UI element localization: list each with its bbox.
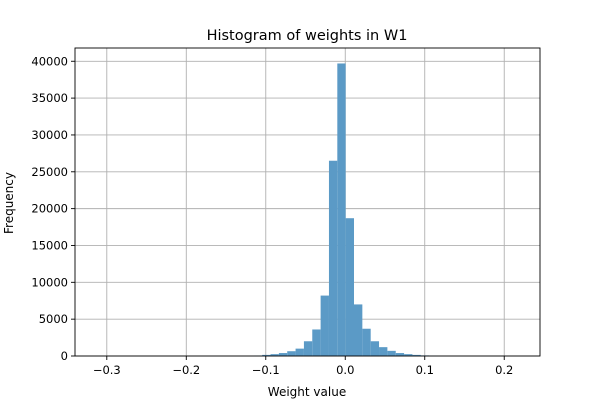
histogram-bar bbox=[262, 354, 271, 356]
y-tick-label: 20000 bbox=[31, 202, 68, 216]
histogram-bar bbox=[354, 304, 363, 356]
histogram-bars bbox=[253, 63, 438, 356]
y-tick-label: 15000 bbox=[31, 238, 68, 252]
x-axis-label: Weight value bbox=[268, 385, 346, 399]
x-tick-label: −0.2 bbox=[172, 363, 200, 377]
histogram-bar bbox=[295, 348, 304, 356]
x-tick-label: 0.2 bbox=[495, 363, 513, 377]
x-tick-label: 0.1 bbox=[416, 363, 434, 377]
histogram-bar bbox=[370, 341, 380, 356]
histogram-bar bbox=[404, 354, 413, 356]
y-tick-label: 0 bbox=[61, 349, 68, 363]
grid-lines bbox=[75, 48, 540, 357]
x-axis-ticks: −0.3 −0.2 −0.1 0.0 0.1 0.2 bbox=[93, 356, 513, 377]
y-tick-label: 35000 bbox=[31, 91, 68, 105]
y-axis-ticks: 0 5000 10000 15000 20000 25000 30000 35000 40000 bbox=[31, 54, 75, 363]
histogram-bar bbox=[270, 354, 279, 356]
y-axis-label: Frequency bbox=[2, 172, 16, 234]
histogram-bar bbox=[303, 341, 313, 356]
x-tick-label: 0.0 bbox=[336, 363, 354, 377]
histogram-bar bbox=[387, 350, 396, 356]
histogram-bar bbox=[320, 295, 329, 356]
histogram-bar bbox=[395, 353, 405, 356]
y-tick-label: 10000 bbox=[31, 275, 68, 289]
y-tick-label: 30000 bbox=[31, 128, 68, 142]
histogram-bar bbox=[379, 347, 388, 356]
histogram-bar bbox=[337, 63, 346, 356]
chart-title: Histogram of weights in W1 bbox=[207, 28, 408, 44]
y-tick-label: 40000 bbox=[31, 54, 68, 68]
x-tick-label: −0.3 bbox=[93, 363, 121, 377]
histogram-bar bbox=[328, 160, 338, 356]
histogram-bar bbox=[345, 218, 354, 356]
histogram-bar bbox=[278, 353, 288, 356]
histogram-bar bbox=[362, 328, 371, 356]
histogram-bar bbox=[312, 329, 321, 356]
histogram-bar bbox=[287, 351, 296, 356]
histogram-bar bbox=[412, 354, 421, 356]
y-tick-label: 25000 bbox=[31, 165, 68, 179]
plot-area-frame bbox=[74, 47, 541, 357]
y-tick-label: 5000 bbox=[39, 312, 68, 326]
x-tick-label: −0.1 bbox=[252, 363, 280, 377]
